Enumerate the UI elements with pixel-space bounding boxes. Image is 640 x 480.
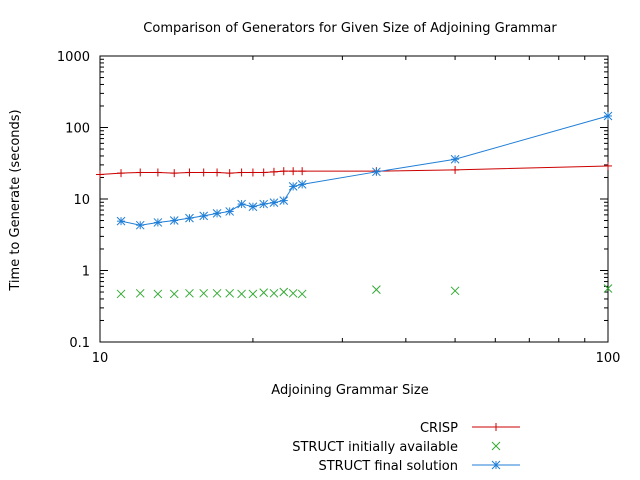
data-point <box>135 288 145 298</box>
data-point <box>298 167 307 176</box>
data-point <box>259 288 269 298</box>
data-point <box>225 207 235 216</box>
legend-label: CRISP <box>420 421 458 436</box>
data-point <box>185 213 194 223</box>
data-point <box>279 196 289 205</box>
x-axis-label: Adjoining Grammar Size <box>271 383 428 398</box>
data-point <box>185 168 194 177</box>
x-tick-label: 10 <box>92 351 109 366</box>
data-point <box>212 208 222 218</box>
data-point <box>259 168 268 177</box>
series-layer <box>96 111 613 299</box>
data-point <box>451 165 460 174</box>
plot-axes <box>99 55 609 343</box>
data-point <box>288 288 298 298</box>
y-tick-label: 1 <box>82 265 90 280</box>
data-point <box>169 289 179 299</box>
data-point <box>185 288 194 298</box>
data-point <box>279 167 288 176</box>
legend-entry: STRUCT final solution <box>318 459 520 474</box>
series-struct-initially-available <box>116 284 613 299</box>
y-tick-label: 10 <box>73 193 90 208</box>
data-point <box>372 285 381 294</box>
data-point <box>450 154 460 164</box>
data-point <box>237 199 246 209</box>
data-point <box>96 170 104 179</box>
legend-marker <box>492 423 500 431</box>
data-point <box>199 288 209 298</box>
data-point <box>259 199 269 209</box>
data-point <box>117 169 126 178</box>
series-struct-final-solution <box>116 111 613 230</box>
data-point <box>248 289 258 299</box>
data-point <box>116 216 126 226</box>
data-point <box>212 288 222 298</box>
data-point <box>116 289 126 299</box>
tick-marks: 0.1 1 10 100 1000 10 100 <box>57 50 621 366</box>
data-point <box>153 168 162 177</box>
series-crisp <box>96 161 612 179</box>
legend-entry: STRUCT initially available <box>292 440 501 455</box>
data-point <box>603 284 613 293</box>
y-tick-label: 0.1 <box>69 336 90 351</box>
data-point <box>450 286 460 296</box>
data-point <box>135 220 145 230</box>
series-line <box>120 115 609 226</box>
data-point <box>269 198 279 207</box>
chart-title: Comparison of Generators for Given Size … <box>143 21 557 36</box>
data-point <box>153 218 163 227</box>
data-point <box>603 111 613 121</box>
legend-label: STRUCT initially available <box>292 440 458 455</box>
data-point <box>199 211 209 221</box>
data-point <box>169 216 179 225</box>
data-point <box>237 289 246 299</box>
data-point <box>288 182 298 191</box>
legend-label: STRUCT final solution <box>318 459 458 474</box>
legend-marker <box>491 460 501 470</box>
legend-marker <box>491 441 501 451</box>
legend: CRISP STRUCT initially available STRUCT fi… <box>292 421 520 474</box>
data-point <box>170 169 179 178</box>
data-point <box>248 168 257 177</box>
data-point <box>297 289 307 299</box>
data-point <box>269 288 279 298</box>
data-point <box>297 180 307 189</box>
data-point <box>225 169 234 178</box>
data-point <box>279 287 289 297</box>
data-point <box>372 167 381 177</box>
data-point <box>237 168 246 177</box>
data-point <box>213 168 222 177</box>
plot-frame <box>99 55 609 343</box>
data-point <box>289 167 298 176</box>
x-tick-label: 100 <box>596 351 621 366</box>
y-axis-label: Time to Generate (seconds) <box>8 109 23 291</box>
y-tick-label: 100 <box>65 122 90 137</box>
data-point <box>225 288 235 298</box>
legend-entry: CRISP <box>420 421 520 436</box>
data-point <box>136 168 145 177</box>
data-point <box>153 289 163 299</box>
data-point <box>604 161 612 170</box>
data-point <box>269 167 278 176</box>
y-tick-label: 1000 <box>57 50 90 65</box>
data-point <box>199 168 208 177</box>
data-point <box>248 202 258 212</box>
